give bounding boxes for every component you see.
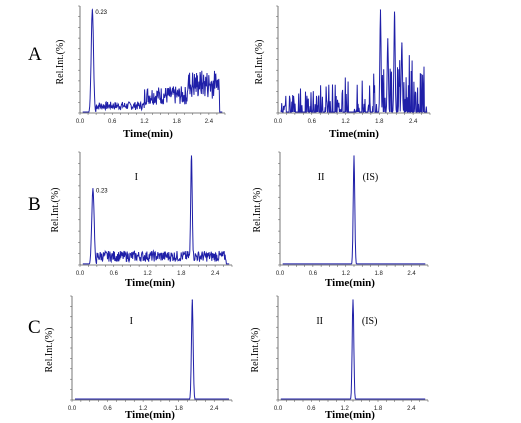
x-tick-label: 1.8	[374, 271, 383, 277]
x-tick-label: 2.4	[210, 406, 219, 412]
chromatogram-trace	[75, 299, 229, 400]
compound-label: (IS)	[363, 172, 379, 183]
chromatogram-panel-B-right: 0.0 0.6 1.2 1.8 2.4 Time(min) Rel.Int.(%) II (IS…	[252, 151, 429, 289]
x-tick-label: 0.6	[308, 119, 317, 125]
peak-apex	[190, 155, 193, 157]
x-axis-label: Time(min)	[123, 128, 173, 140]
compound-label: I	[130, 316, 133, 327]
y-axis-label: Rel.Int.(%)	[252, 188, 263, 233]
x-axis-label: Time(min)	[325, 409, 375, 421]
x-axis-label: Time(min)	[325, 277, 375, 289]
x-tick-label: 0.6	[309, 271, 318, 277]
x-tick-label: 2.4	[407, 406, 416, 412]
x-tick-label: 0.6	[110, 271, 119, 277]
compound-label: (IS)	[362, 316, 378, 327]
x-tick-label: 1.8	[375, 119, 384, 125]
chromatogram-trace	[82, 155, 230, 265]
x-tick-label: 2.4	[211, 271, 220, 277]
peak-retention-label: 0.23	[95, 10, 107, 16]
peak-apex	[352, 299, 354, 301]
x-tick-label: 1.8	[374, 406, 383, 412]
chromatogram-panel-A-right: 0.0 0.6 1.2 1.8 2.4 Time(min) Rel.Int.(%)	[254, 5, 431, 140]
x-tick-label: 0.0	[76, 271, 85, 277]
peak-apex	[393, 11, 396, 13]
peak-apex	[379, 9, 382, 11]
chromatogram-panel-C-right: 0.0 0.6 1.2 1.8 2.4 Time(min) Rel.Int.(%) II (IS…	[250, 295, 429, 421]
peak-retention-label: 0.23	[96, 189, 108, 195]
x-tick-label: 0.0	[274, 119, 283, 125]
peak-apex	[353, 155, 355, 157]
y-axis-label: Rel.Int.(%)	[50, 188, 61, 233]
x-tick-label: 0.6	[103, 406, 112, 412]
peak-apex	[191, 299, 193, 301]
chromatogram-trace	[280, 299, 426, 400]
x-tick-label: 0.0	[276, 271, 285, 277]
chromatogram-trace	[82, 8, 223, 113]
x-tick-label: 2.4	[407, 271, 416, 277]
row-label-c: C	[28, 317, 41, 338]
chromatogram-trace	[280, 9, 428, 113]
x-tick-label: 1.2	[341, 119, 350, 125]
compound-label: II	[316, 316, 323, 327]
peak-apex	[401, 42, 403, 44]
x-tick-label: 0.6	[307, 406, 316, 412]
y-axis-label: Rel.Int.(%)	[44, 328, 55, 373]
x-tick-label: 0.0	[274, 406, 283, 412]
chromatogram-panel-C-left: 0.0 0.6 1.2 1.8 2.4 Time(min) Rel.Int.(%) I	[44, 295, 233, 421]
x-axis-label: Time(min)	[329, 128, 379, 140]
y-axis-label: Rel.Int.(%)	[250, 328, 261, 373]
x-tick-label: 1.2	[140, 119, 149, 125]
chromatogram-panel-A-left: 0.0 0.6 1.2 1.8 2.4 Time(min) Rel.Int.(%) 0.23	[55, 5, 226, 140]
x-tick-label: 2.4	[205, 119, 214, 125]
compound-label: I	[135, 172, 138, 183]
x-tick-label: 2.4	[409, 119, 418, 125]
x-tick-label: 1.2	[342, 271, 351, 277]
y-axis-label: Rel.Int.(%)	[55, 40, 66, 85]
x-tick-label: 0.0	[68, 406, 77, 412]
peak-apex	[387, 38, 389, 40]
compound-label: II	[318, 172, 325, 183]
x-axis-label: Time(min)	[125, 409, 175, 421]
x-tick-label: 0.6	[108, 119, 117, 125]
y-axis-label: Rel.Int.(%)	[254, 40, 265, 85]
x-tick-label: 1.8	[174, 406, 183, 412]
peak-apex	[91, 9, 93, 11]
chromatogram-trace	[282, 155, 426, 265]
row-label-a: A	[28, 44, 42, 65]
peak-apex	[92, 188, 94, 190]
chromatogram-panel-B-left: 0.0 0.6 1.2 1.8 2.4 Time(min) Rel.Int.(%) 0.23 I	[50, 151, 233, 289]
row-label-b: B	[28, 194, 41, 215]
x-tick-label: 0.0	[76, 119, 85, 125]
x-tick-label: 1.2	[143, 271, 152, 277]
x-tick-label: 1.8	[172, 119, 181, 125]
x-tick-label: 1.2	[139, 406, 148, 412]
x-axis-label: Time(min)	[125, 277, 175, 289]
x-tick-label: 1.2	[340, 406, 349, 412]
x-tick-label: 1.8	[177, 271, 186, 277]
